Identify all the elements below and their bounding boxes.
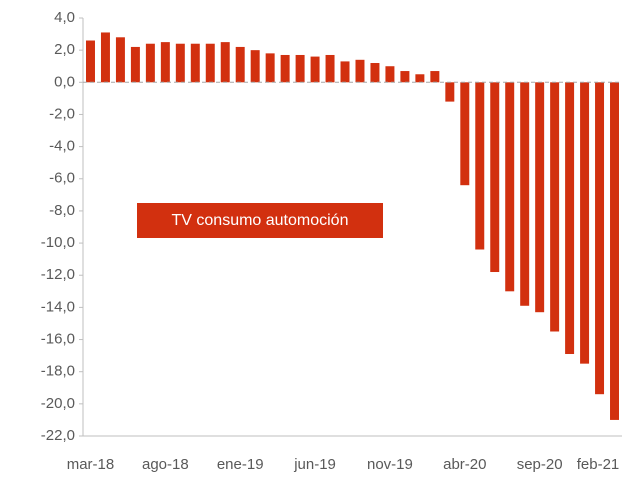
bar bbox=[460, 82, 470, 186]
bar bbox=[385, 66, 395, 83]
y-tick-label: 0,0 bbox=[54, 73, 75, 90]
y-tick-label: -14,0 bbox=[41, 298, 75, 315]
bar bbox=[145, 43, 155, 83]
x-tick-label: ene-19 bbox=[217, 456, 264, 473]
bar bbox=[295, 54, 305, 83]
y-tick-label: -22,0 bbox=[41, 427, 75, 444]
x-tick-label: nov-19 bbox=[367, 456, 413, 473]
bar bbox=[565, 82, 575, 355]
bar bbox=[355, 59, 365, 83]
bar bbox=[415, 74, 425, 83]
x-tick-label: mar-18 bbox=[67, 456, 115, 473]
bar bbox=[190, 43, 200, 83]
bar bbox=[475, 82, 485, 250]
bar bbox=[85, 40, 95, 83]
bar bbox=[580, 82, 590, 364]
bar bbox=[175, 43, 185, 83]
annotation-box bbox=[137, 203, 383, 238]
y-tick-label: -10,0 bbox=[41, 234, 75, 251]
bar bbox=[130, 46, 140, 83]
bar bbox=[205, 43, 215, 83]
x-tick-label: abr-20 bbox=[443, 456, 486, 473]
bar bbox=[370, 63, 380, 83]
y-tick-label: -8,0 bbox=[49, 202, 75, 219]
x-tick-label: jun-19 bbox=[293, 456, 336, 473]
bar bbox=[595, 82, 605, 395]
y-tick-label: -20,0 bbox=[41, 395, 75, 412]
bar bbox=[100, 32, 110, 83]
x-tick-label: ago-18 bbox=[142, 456, 189, 473]
bar bbox=[280, 54, 290, 83]
bar bbox=[550, 82, 560, 332]
bar bbox=[490, 82, 500, 273]
bar bbox=[325, 54, 335, 83]
y-tick-label: -18,0 bbox=[41, 363, 75, 380]
y-tick-label: -2,0 bbox=[49, 105, 75, 122]
x-tick-label: feb-21 bbox=[577, 456, 620, 473]
bar bbox=[610, 82, 620, 420]
bar bbox=[535, 82, 545, 313]
bar bbox=[340, 61, 350, 83]
y-tick-label: -16,0 bbox=[41, 331, 75, 348]
bar bbox=[400, 71, 410, 83]
y-tick-label: -4,0 bbox=[49, 138, 75, 155]
bar bbox=[250, 50, 260, 83]
x-tick-label: sep-20 bbox=[517, 456, 563, 473]
y-tick-label: -6,0 bbox=[49, 170, 75, 187]
bar bbox=[430, 71, 440, 83]
bar bbox=[235, 46, 245, 83]
bar bbox=[115, 37, 125, 83]
bar bbox=[160, 42, 170, 83]
bar bbox=[265, 53, 275, 83]
bar bbox=[520, 82, 530, 306]
y-tick-label: 2,0 bbox=[54, 41, 75, 58]
y-tick-label: 4,0 bbox=[54, 9, 75, 26]
bar bbox=[445, 82, 455, 102]
bar bbox=[220, 42, 230, 83]
bar bbox=[310, 56, 320, 83]
annotation: TV consumo automoción bbox=[172, 212, 349, 229]
y-tick-label: -12,0 bbox=[41, 266, 75, 283]
bar bbox=[505, 82, 515, 292]
